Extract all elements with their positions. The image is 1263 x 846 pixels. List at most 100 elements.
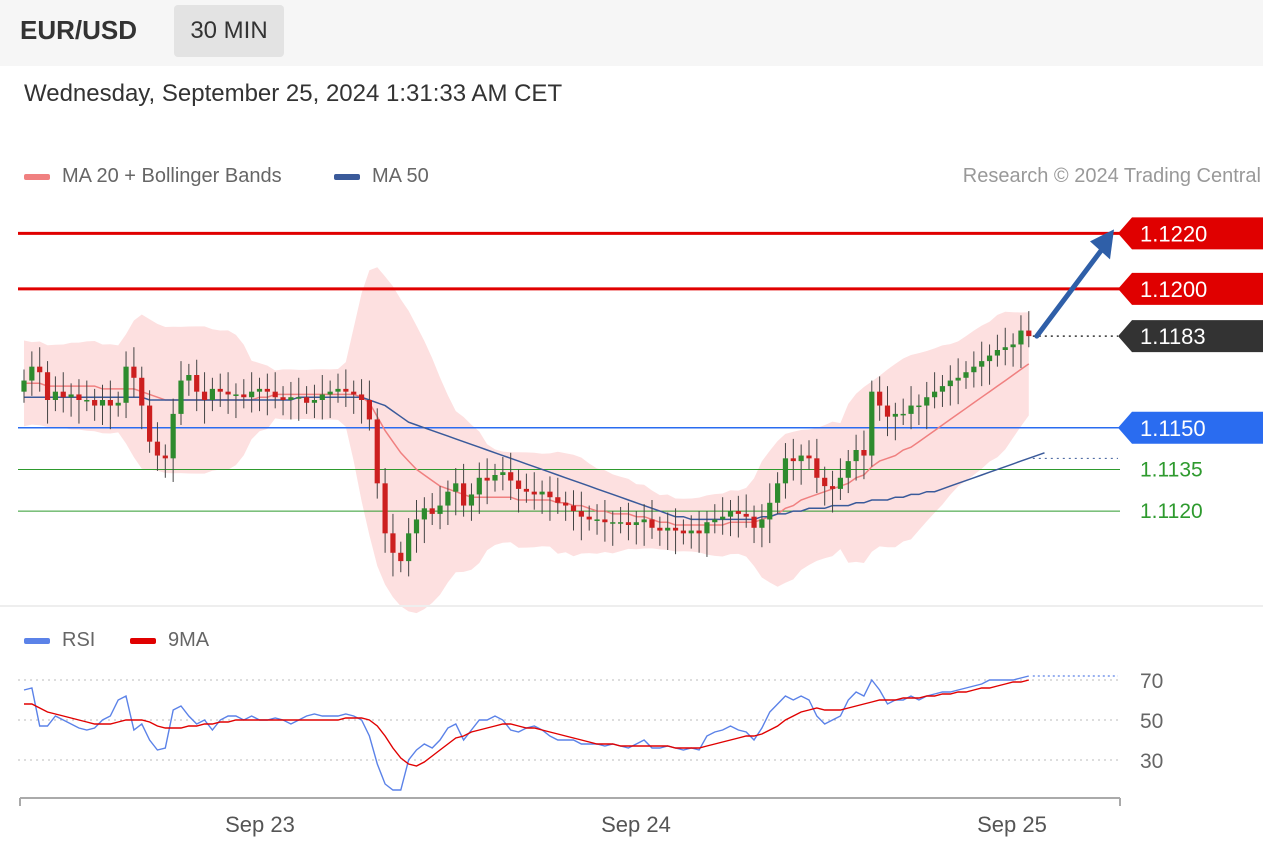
candle [84,380,90,412]
candle-body [578,511,584,517]
candle-body [429,508,435,514]
candle-body [853,450,859,462]
candle [767,483,773,544]
level-tag-1.1220: 1.1220 [1118,217,1263,250]
level-tag-1.1183: 1.1183 [1118,320,1263,353]
candle [421,497,427,544]
candle-body [555,497,561,503]
candle [1010,333,1016,367]
candle-body [672,527,679,531]
candle-body [563,502,569,506]
candle-body [107,400,113,406]
candle-body [908,405,914,414]
candle [759,504,765,548]
candle [123,351,129,419]
candle [461,463,467,517]
candle-body [892,413,898,417]
candle-body [413,519,420,534]
candle-body [280,397,286,400]
candle [264,373,270,416]
candle-body [1002,347,1008,350]
candle-body [390,533,396,553]
timeframe-button[interactable]: 30 MIN [174,5,284,57]
candle-body [170,413,176,459]
candle [861,430,867,480]
candle [241,379,247,409]
candle-body [178,380,184,414]
legend-ma20-label: MA 20 + Bollinger Bands [62,165,282,187]
candle-body [461,483,467,506]
candle [445,480,451,525]
candle [594,504,600,535]
candle-body [979,361,985,367]
candle [932,372,938,409]
level-tag-shape [1118,320,1263,353]
candle-body [139,377,145,406]
candle-body [688,530,694,534]
timestamp: Wednesday, September 25, 2024 1:31:33 AM… [24,80,563,107]
rsi-tick-30: 30 [1140,750,1163,773]
candle-body [131,366,137,378]
candle-body [932,391,938,398]
candle-body [994,350,1000,356]
candle-body [869,391,875,456]
candle [727,500,734,537]
candle [468,483,475,521]
candle-body [735,511,741,514]
candle-body [602,519,608,523]
rsi-ma-line [24,679,1029,767]
candle [735,495,741,538]
candle-body [971,366,977,373]
candle-body [115,402,121,406]
candle-body [366,400,372,420]
candle [92,388,98,421]
x-tick-label: Sep 24 [601,812,671,837]
candle [406,518,412,577]
candle [908,386,914,430]
legend-rsi-ma-label: 9MA [168,629,210,651]
candle [625,502,632,541]
candle [555,477,561,514]
candle [115,391,121,417]
legend-rsi: RSI [24,629,95,652]
candle [657,516,663,546]
candle-body [60,391,66,398]
candle-body [1018,330,1024,345]
candle-body [947,380,953,387]
candle-body [343,388,349,392]
candle-body [154,441,161,456]
candle-body [790,458,796,462]
candle-body [68,394,74,398]
candle-body [515,480,522,489]
candle-body [806,455,812,459]
candle [618,506,624,534]
candle [170,398,176,482]
candle [476,462,482,514]
candle-body [641,519,647,523]
rsi-ma-swatch [130,637,156,644]
candle-body [547,491,553,498]
candle-body [406,533,412,562]
candle-body [955,377,961,381]
candle-body [649,519,655,528]
candle [790,438,796,481]
candle-body [743,513,749,517]
candle [877,376,883,421]
candle [892,402,898,441]
candle [924,381,930,430]
candle [492,463,498,492]
candle [201,372,208,424]
candle [986,344,993,385]
candle-body [884,405,891,417]
candle [453,468,459,516]
candle [947,365,953,406]
candle-body [319,394,325,400]
candle [900,398,906,425]
candle-body [468,494,475,506]
candle-body [665,527,671,531]
candle [1018,315,1024,369]
candle [704,511,710,557]
candle-body [531,491,537,495]
candle [751,505,757,544]
